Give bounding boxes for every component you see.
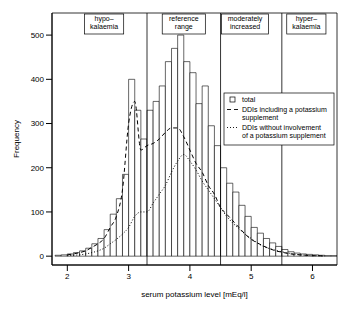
svg-text:of a potassium supplement: of a potassium supplement xyxy=(242,132,326,140)
svg-text:increased: increased xyxy=(230,23,260,30)
svg-text:range: range xyxy=(175,23,193,31)
svg-text:200: 200 xyxy=(31,164,45,173)
svg-text:total: total xyxy=(242,96,256,103)
svg-text:0: 0 xyxy=(40,252,45,261)
svg-text:kalaemia: kalaemia xyxy=(292,23,320,30)
svg-text:supplement: supplement xyxy=(242,114,278,122)
svg-text:5: 5 xyxy=(249,272,254,281)
svg-text:Frequency: Frequency xyxy=(12,120,21,158)
svg-text:2: 2 xyxy=(65,272,70,281)
svg-text:400: 400 xyxy=(31,75,45,84)
svg-text:serum potassium level [mEq/l]: serum potassium level [mEq/l] xyxy=(141,290,248,299)
svg-text:4: 4 xyxy=(188,272,193,281)
svg-text:3: 3 xyxy=(126,272,131,281)
svg-text:hypo–: hypo– xyxy=(95,15,114,23)
svg-text:6: 6 xyxy=(310,272,315,281)
svg-text:DDIs without involvement: DDIs without involvement xyxy=(242,124,321,131)
svg-text:100: 100 xyxy=(31,208,45,217)
svg-text:500: 500 xyxy=(31,31,45,40)
svg-text:moderately: moderately xyxy=(228,15,263,23)
svg-text:kalaemia: kalaemia xyxy=(90,23,118,30)
svg-text:reference: reference xyxy=(169,15,199,22)
svg-text:DDIs including a potassium: DDIs including a potassium xyxy=(242,106,327,114)
svg-text:300: 300 xyxy=(31,119,45,128)
svg-text:hyper–: hyper– xyxy=(296,15,318,23)
